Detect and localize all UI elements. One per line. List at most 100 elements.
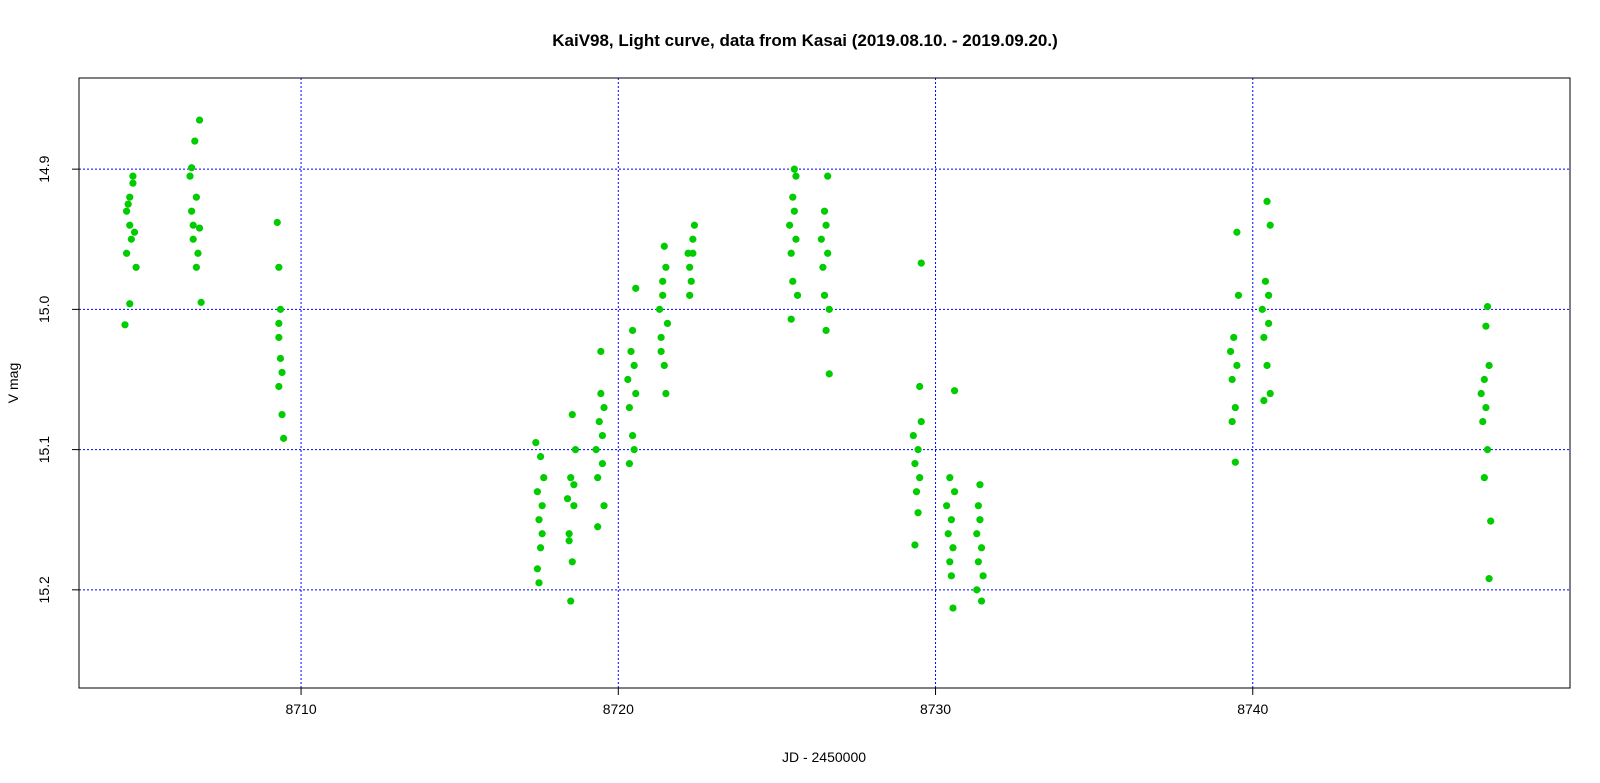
data-point [592, 446, 600, 454]
data-point [567, 474, 575, 482]
data-point [1263, 361, 1271, 370]
data-point [689, 235, 697, 243]
data-point [280, 434, 288, 442]
data-point [565, 530, 573, 538]
data-point [687, 277, 695, 285]
data-point [630, 361, 638, 370]
data-point [276, 305, 285, 313]
data-point [976, 481, 984, 489]
data-point [1228, 375, 1236, 384]
y-tick-label: 15.0 [36, 296, 52, 323]
chart-title: KaiV98, Light curve, data from Kasai (20… [552, 31, 1058, 50]
data-point [568, 410, 576, 419]
data-point [1265, 319, 1273, 328]
data-point [628, 431, 637, 440]
data-point [598, 460, 607, 468]
data-point [1483, 446, 1492, 454]
data-point [820, 207, 829, 215]
data-point [1233, 228, 1241, 236]
data-point [917, 417, 925, 426]
data-point [977, 544, 986, 552]
data-point [974, 558, 982, 566]
data-point [595, 417, 603, 426]
data-point [533, 488, 542, 496]
data-points [121, 116, 1495, 612]
data-point [625, 460, 634, 468]
data-point [662, 263, 670, 271]
x-axis: 8710 8720 8730 8740 [285, 688, 1269, 717]
data-point [973, 586, 981, 594]
data-point [194, 249, 202, 257]
data-point [657, 347, 665, 356]
data-point [129, 179, 137, 187]
data-point [949, 544, 957, 552]
data-point [127, 235, 135, 243]
data-point [786, 221, 794, 229]
data-point [594, 523, 602, 531]
data-point [1260, 333, 1268, 342]
data-point [121, 321, 129, 329]
data-point [909, 431, 917, 440]
data-point [686, 263, 694, 271]
plot-frame [78, 77, 1571, 689]
data-point [689, 249, 697, 257]
data-point [946, 474, 954, 482]
y-tick-label: 14.9 [36, 155, 52, 182]
data-point [825, 370, 833, 378]
y-axis-label: V mag [5, 363, 21, 403]
data-point [912, 488, 921, 496]
data-point [950, 387, 959, 395]
data-point [628, 326, 637, 335]
data-point [950, 488, 959, 496]
data-point [1266, 389, 1274, 398]
data-point [594, 474, 602, 482]
data-point [659, 291, 667, 299]
data-point [188, 164, 196, 172]
data-point [627, 347, 635, 356]
data-point [533, 565, 542, 573]
data-point [630, 446, 638, 454]
data-point [1482, 322, 1490, 330]
data-point [126, 300, 134, 308]
data-point [195, 116, 204, 124]
data-point [122, 207, 131, 215]
data-point [597, 389, 605, 398]
x-axis-label: JD - 2450000 [782, 749, 866, 765]
data-point [659, 277, 667, 285]
data-point [275, 263, 283, 271]
data-point [1231, 403, 1239, 412]
data-point [820, 291, 829, 299]
data-point [563, 495, 572, 503]
data-point [275, 382, 283, 391]
data-point [914, 446, 922, 454]
data-point [916, 474, 924, 482]
data-point [192, 263, 200, 271]
data-point [946, 558, 954, 566]
data-point [625, 403, 634, 412]
data-point [1230, 333, 1238, 342]
data-point [943, 502, 951, 510]
data-point [916, 382, 924, 391]
data-point [536, 544, 545, 552]
data-point [817, 235, 825, 243]
data-point [1233, 361, 1241, 370]
data-point [126, 221, 134, 229]
data-point [276, 354, 285, 363]
data-point [538, 530, 546, 538]
data-point [1231, 458, 1239, 466]
data-point [273, 218, 281, 227]
data-point [1483, 302, 1492, 311]
data-point [124, 200, 132, 208]
data-point [660, 242, 668, 250]
data-point [535, 516, 543, 524]
data-point [1480, 375, 1488, 384]
data-point [197, 298, 205, 306]
data-point [598, 431, 607, 440]
data-point [662, 389, 670, 398]
data-point [787, 249, 795, 257]
y-tick-label: 15.1 [36, 436, 52, 463]
data-point [979, 572, 987, 580]
data-point [655, 305, 664, 313]
data-point [657, 333, 665, 342]
data-point [789, 193, 797, 201]
